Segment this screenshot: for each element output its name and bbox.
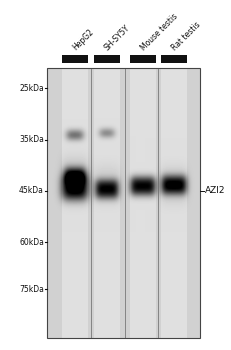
Text: 60kDa: 60kDa [19,238,44,247]
Bar [94,55,119,63]
Text: HepG2: HepG2 [70,27,95,52]
Text: 35kDa: 35kDa [19,135,44,144]
Bar [47,68,199,338]
Bar [160,55,186,63]
Text: AZI2: AZI2 [204,186,225,195]
Text: Mouse testis: Mouse testis [138,12,178,52]
Bar [129,55,155,63]
Bar [62,55,88,63]
Text: 75kDa: 75kDa [19,285,44,294]
Text: 25kDa: 25kDa [19,84,44,93]
Text: SH-SY5Y: SH-SY5Y [102,23,131,52]
Text: Rat testis: Rat testis [169,20,201,52]
Text: 45kDa: 45kDa [19,186,44,195]
